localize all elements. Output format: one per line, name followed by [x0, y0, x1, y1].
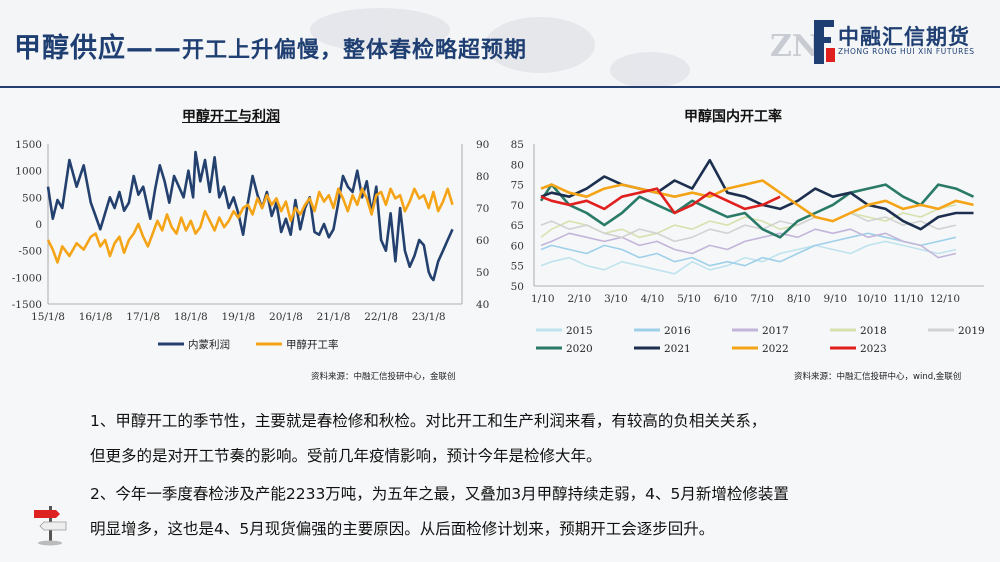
y-right-tick-label: 80 — [476, 171, 489, 183]
header: 甲醇供应——开工上升偏慢，整体春检略超预期 ZN 中融汇信期货 ZHONG RO… — [0, 0, 1000, 88]
x-tick-label: 10/10 — [857, 293, 887, 305]
legend-label-2018: 2018 — [860, 325, 887, 337]
x-tick-label: 21/1/8 — [317, 311, 351, 323]
x-tick-label: 12/10 — [930, 293, 960, 305]
legend-label-2021: 2021 — [664, 343, 691, 355]
y-left-tick-label: 500 — [22, 192, 42, 204]
y-left-tick-label: 1500 — [15, 139, 42, 151]
legend-label-2019: 2019 — [958, 325, 985, 337]
logo-name-en: ZHONG RONG HUI XIN FUTURES — [838, 47, 975, 56]
chart-domestic-utilization: 85 80 75 70 65 60 55 50 1/10 2/10 3/10 4/10 5/10 6/10… — [511, 139, 985, 355]
series-line-2021 — [540, 158, 974, 231]
legend-label-2023: 2023 — [860, 343, 887, 355]
legend-label-1: 甲醇开工率 — [286, 338, 339, 351]
x-tick-label: 19/1/8 — [221, 311, 255, 323]
legend-label-2022: 2022 — [762, 343, 789, 355]
header-divider — [0, 86, 1000, 88]
paragraph2-line1: 2、今年一季度春检涉及产能2233万吨，为五年之最，又叠加3月甲醇持续走弱，4、… — [90, 485, 789, 503]
y-left-tick-label: 0 — [35, 219, 42, 231]
x-tick-label: 18/1/8 — [174, 311, 208, 323]
y-tick-label: 65 — [511, 220, 524, 232]
y-right-tick-label: 50 — [476, 267, 489, 279]
signpost-icon — [34, 506, 67, 546]
x-tick-label: 8/10 — [787, 293, 811, 305]
paragraph1-line2: 但更多的是对开工节奏的影响。受前几年疫情影响，预计今年是检修大年。 — [90, 447, 602, 465]
x-tick-label: 22/1/8 — [364, 311, 398, 323]
x-tick-label: 11/10 — [893, 293, 923, 305]
y-right-tick-label: 40 — [476, 299, 489, 311]
title-sub: 开工上升偏慢，整体春检略超预期 — [182, 38, 528, 63]
legend-label-0: 内蒙利润 — [188, 338, 230, 351]
y-right-tick-label: 60 — [476, 235, 489, 247]
legend-label-2020: 2020 — [566, 343, 593, 355]
x-tick-label: 20/1/8 — [269, 311, 303, 323]
y-tick-label: 85 — [511, 139, 524, 151]
x-tick-label: 4/10 — [641, 293, 665, 305]
series-line-2020 — [539, 183, 975, 239]
legend-label-2016: 2016 — [664, 325, 691, 337]
y-right-tick-label: 70 — [476, 203, 489, 215]
x-tick-label: 6/10 — [714, 293, 738, 305]
x-tick-label: 23/1/8 — [412, 311, 446, 323]
paragraph1-line1: 1、甲醇开工的季节性，主要就是春检修和秋检。对比开工和生产利润来看，有较高的负相… — [90, 412, 767, 430]
chart1-source: 资料来源：中融汇信投研中心，金联创 — [311, 372, 456, 382]
x-tick-label: 3/10 — [604, 293, 628, 305]
title-main: 甲醇供应—— — [14, 33, 182, 64]
series-line-0 — [46, 150, 454, 282]
company-logo: ZN — [770, 20, 835, 64]
x-tick-label: 17/1/8 — [126, 311, 160, 323]
chart1-title: 甲醇开工与利润 — [182, 109, 280, 125]
series-line-2016 — [540, 232, 957, 267]
x-tick-label: 5/10 — [677, 293, 701, 305]
chart2-source: 资料来源：中融汇信投研中心，wind,金联创 — [794, 372, 962, 382]
y-left-tick-label: -1500 — [12, 299, 42, 311]
series-line-2023 — [540, 187, 781, 215]
chart-utilization-profit: 1500 1000 500 0 -500 -1000 -1500 90 80 70 60 50 40 15… — [12, 139, 490, 351]
y-tick-label: 70 — [511, 200, 524, 212]
y-left-tick-label: -500 — [18, 246, 42, 258]
logo-mark: ZN — [770, 29, 819, 64]
y-tick-label: 75 — [511, 180, 524, 192]
x-tick-label: 16/1/8 — [79, 311, 113, 323]
x-tick-label: 9/10 — [823, 293, 847, 305]
series-line-2019 — [540, 212, 957, 243]
page-title: 甲醇供应——开工上升偏慢，整体春检略超预期 — [14, 26, 527, 65]
y-right-tick-label: 90 — [476, 139, 489, 151]
paragraph2-line2: 明显增多，这也是4、5月现货偏强的主要原因。从后面检修计划来，预期开工会逐步回升… — [90, 520, 715, 538]
legend-label-2015: 2015 — [566, 325, 593, 337]
legend-label-2017: 2017 — [762, 325, 789, 337]
series-line-2015 — [540, 240, 957, 275]
x-tick-label: 1/10 — [531, 293, 555, 305]
series-line-2017 — [540, 228, 957, 259]
chart2-title: 甲醇国内开工率 — [684, 109, 782, 125]
y-tick-label: 50 — [511, 281, 524, 293]
y-left-tick-label: 1000 — [15, 166, 42, 178]
x-tick-label: 7/10 — [750, 293, 774, 305]
x-tick-label: 2/10 — [568, 293, 592, 305]
logo-name: 中融汇信期货 — [838, 25, 970, 49]
y-left-tick-label: -1000 — [12, 272, 42, 284]
series-line-1 — [46, 187, 454, 264]
series-line-2022 — [540, 179, 974, 223]
x-tick-label: 15/1/8 — [31, 311, 65, 323]
y-tick-label: 55 — [511, 261, 524, 273]
y-tick-label: 60 — [511, 240, 524, 252]
y-tick-label: 80 — [511, 159, 524, 171]
